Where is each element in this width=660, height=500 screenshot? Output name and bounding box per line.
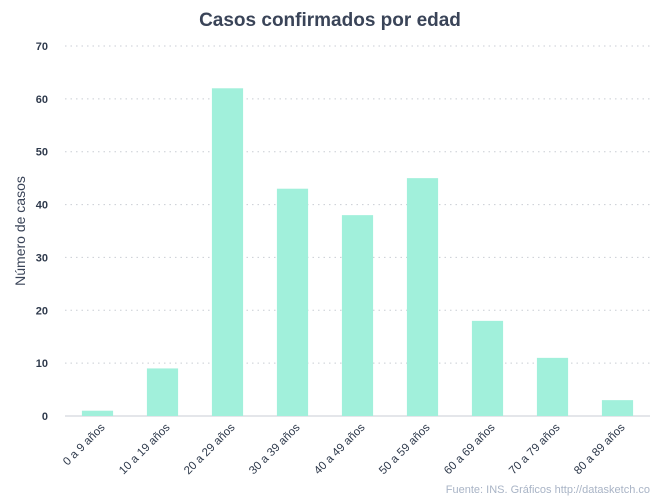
bar [81,410,114,416]
x-tick-label: 10 a 19 años [117,421,173,477]
y-tick-label: 0 [42,411,48,423]
x-tick-label: 80 a 89 años [572,421,628,477]
x-tick-label: 70 a 79 años [507,421,563,477]
bar [601,400,634,416]
y-tick-label: 50 [36,147,48,159]
y-axis-ticks: 0 10 20 30 40 50 60 70 [36,41,48,423]
x-tick-label: 50 a 59 años [377,421,433,477]
x-tick-label: 40 a 49 años [312,421,368,477]
y-tick-label: 10 [36,358,48,370]
y-axis-label: Número de casos [12,176,28,286]
y-tick-label: 40 [36,200,48,212]
source-caption: Fuente: INS. Gráficos http://datasketch.… [446,484,650,496]
bars [81,88,634,417]
bar [341,215,374,416]
bar [276,188,309,416]
x-tick-label: 60 a 69 años [442,421,498,477]
bar [211,88,244,417]
y-tick-label: 20 [36,305,48,317]
x-tick-label: 0 a 9 años [61,421,108,468]
y-tick-label: 30 [36,252,48,264]
y-tick-label: 60 [36,94,48,106]
bar [406,178,439,416]
bar [146,368,179,416]
y-tick-label: 70 [36,41,48,53]
x-tick-label: 30 a 39 años [247,421,303,477]
chart-title: Casos confirmados por edad [199,10,461,31]
x-axis-ticks: 0 a 9 años 10 a 19 años 20 a 29 años 30 a 3… [61,421,628,477]
bar [471,320,504,416]
x-tick-label: 20 a 29 años [182,421,238,477]
bar [536,357,569,416]
